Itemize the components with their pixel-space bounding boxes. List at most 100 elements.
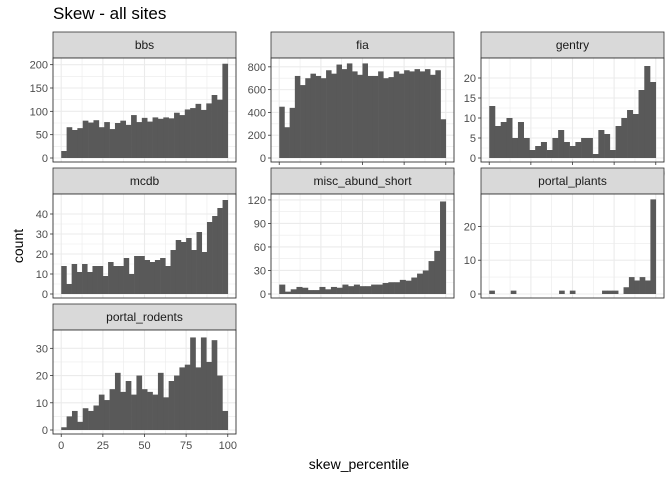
histogram-bar bbox=[97, 266, 104, 294]
histogram-bar bbox=[66, 416, 73, 430]
histogram-bar bbox=[190, 337, 196, 430]
histogram-bar bbox=[211, 95, 218, 158]
histogram-bar bbox=[615, 126, 622, 158]
histogram-bar bbox=[342, 284, 349, 294]
facet-strip bbox=[480, 31, 665, 59]
y-tick-label: 20 bbox=[36, 371, 48, 383]
panel-border bbox=[52, 57, 237, 163]
histogram-bar bbox=[77, 128, 84, 158]
histogram-bar bbox=[563, 142, 570, 158]
histogram-bar bbox=[296, 286, 303, 294]
histogram-bar bbox=[512, 138, 519, 158]
histogram-bar bbox=[136, 122, 143, 158]
histogram-bar bbox=[419, 71, 426, 158]
histogram-bar bbox=[592, 154, 599, 158]
histogram-bar bbox=[399, 279, 406, 294]
facet-strip bbox=[480, 167, 665, 195]
histogram-bar bbox=[66, 127, 73, 158]
y-tick-label: 30 bbox=[36, 229, 48, 241]
y-tick-label: 0 bbox=[470, 289, 476, 301]
histogram-bar bbox=[440, 119, 447, 158]
histogram-bar bbox=[290, 289, 297, 294]
histogram-bar bbox=[196, 232, 203, 294]
bars bbox=[61, 63, 229, 158]
histogram-bar bbox=[118, 266, 124, 294]
histogram-bar bbox=[523, 138, 530, 158]
histogram-bar bbox=[602, 290, 608, 294]
histogram-bar bbox=[331, 73, 337, 158]
histogram-bar bbox=[489, 106, 496, 158]
histogram-bar bbox=[114, 123, 121, 158]
y-tick-label: 100 bbox=[30, 106, 48, 118]
histogram-bar bbox=[131, 394, 137, 430]
histogram-bar bbox=[422, 270, 429, 294]
histogram-bar bbox=[581, 138, 588, 158]
facet-strip bbox=[52, 31, 237, 59]
histogram-bar bbox=[131, 115, 137, 158]
histogram-bar bbox=[120, 391, 126, 430]
histogram-bar bbox=[168, 118, 175, 158]
histogram-bar bbox=[120, 120, 126, 158]
histogram-bar bbox=[222, 63, 229, 158]
bars bbox=[489, 66, 657, 158]
histogram-bar bbox=[66, 284, 72, 294]
histogram-bar bbox=[61, 151, 67, 158]
y-tick-label: 200 bbox=[30, 60, 48, 72]
histogram-bar bbox=[307, 290, 314, 294]
histogram-bar bbox=[114, 372, 121, 430]
histogram-bar bbox=[365, 286, 372, 294]
chart-title: Skew - all sites bbox=[53, 4, 167, 23]
y-tick-label: 10 bbox=[36, 269, 48, 281]
histogram-bar bbox=[157, 372, 164, 430]
histogram-bar bbox=[627, 110, 634, 158]
histogram-bar bbox=[108, 262, 114, 294]
histogram-bar bbox=[147, 121, 153, 158]
histogram-bar bbox=[113, 266, 119, 294]
histogram-bar bbox=[168, 381, 175, 430]
histogram-bar bbox=[289, 107, 296, 158]
histogram-bar bbox=[152, 394, 159, 430]
panel-border bbox=[270, 193, 455, 299]
histogram-bar bbox=[174, 112, 180, 158]
facet-strip bbox=[52, 303, 237, 331]
histogram-bar bbox=[71, 410, 78, 430]
histogram-bar bbox=[489, 290, 495, 294]
histogram-bar bbox=[284, 291, 292, 294]
histogram-bar bbox=[372, 75, 379, 158]
facet-label: misc_abund_short bbox=[313, 174, 412, 188]
histogram-bar bbox=[440, 201, 447, 294]
histogram-bar bbox=[186, 238, 192, 294]
histogram-bar bbox=[191, 250, 197, 294]
facet-portal-rodents: portal_rodents 0 10 20 30 0 25 50 75 100 bbox=[36, 303, 237, 452]
histogram-bar bbox=[353, 284, 360, 294]
histogram-bar bbox=[136, 375, 143, 430]
histogram-bar bbox=[586, 138, 593, 158]
facet-strip bbox=[52, 167, 237, 195]
histogram-bar bbox=[414, 69, 421, 158]
y-tick-label: 800 bbox=[248, 62, 266, 74]
histogram-bar bbox=[494, 126, 502, 158]
histogram-bar bbox=[378, 71, 384, 158]
histogram-bar bbox=[346, 63, 353, 158]
histogram-bar bbox=[195, 367, 202, 430]
histogram-bar bbox=[552, 138, 559, 158]
histogram-bar bbox=[357, 74, 363, 158]
histogram-bar bbox=[222, 200, 229, 294]
histogram-bar bbox=[604, 134, 611, 158]
histogram-bar bbox=[87, 272, 93, 294]
gridlines bbox=[271, 194, 454, 298]
y-tick-label: 150 bbox=[30, 83, 48, 95]
histogram-bar bbox=[102, 276, 109, 294]
histogram-bar bbox=[609, 150, 616, 158]
bars bbox=[279, 201, 447, 294]
histogram-bar bbox=[174, 375, 180, 430]
histogram-bar bbox=[128, 274, 135, 294]
histogram-bar bbox=[141, 389, 148, 430]
y-tick-label: 10 bbox=[36, 398, 48, 410]
histogram-bar bbox=[104, 400, 110, 430]
histogram-bar bbox=[206, 222, 213, 294]
facet-fia: fia02004006008000255075100 bbox=[248, 31, 455, 180]
histogram-bar bbox=[500, 122, 507, 158]
histogram-bar bbox=[179, 115, 186, 158]
